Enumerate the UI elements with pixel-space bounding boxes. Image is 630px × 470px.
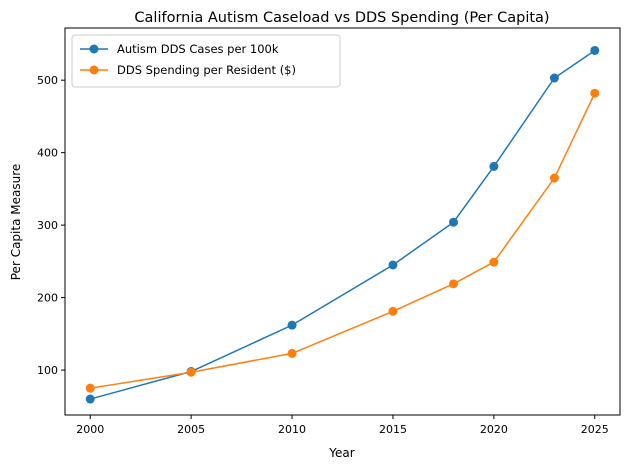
data-point (186, 367, 196, 377)
data-point (590, 45, 600, 55)
y-axis-label: Per Capita Measure (9, 164, 23, 281)
y-tick-label: 500 (37, 74, 58, 87)
data-point (85, 383, 95, 393)
data-point (85, 394, 95, 404)
legend-label: Autism DDS Cases per 100k (117, 42, 279, 56)
x-tick-label: 2025 (581, 423, 609, 436)
data-point (449, 279, 458, 289)
data-point (489, 161, 499, 171)
legend-marker (89, 65, 99, 75)
x-tick-label: 2015 (379, 423, 407, 436)
data-point (287, 348, 297, 358)
x-tick-label: 2010 (278, 423, 306, 436)
y-tick-label: 400 (37, 147, 58, 160)
x-tick-label: 2000 (76, 423, 104, 436)
data-point (287, 320, 297, 330)
y-tick-label: 300 (37, 219, 58, 232)
y-tick-label: 100 (37, 364, 58, 377)
y-tick-label: 200 (37, 292, 58, 305)
plot-frame (64, 27, 621, 416)
series-line-1 (90, 92, 596, 389)
data-point (549, 173, 559, 183)
x-tick-label: 2005 (177, 423, 205, 436)
x-axis-label: Year (328, 446, 354, 460)
chart-title: California Autism Caseload vs DDS Spendi… (134, 10, 549, 26)
data-point (489, 257, 499, 267)
data-point (388, 306, 398, 316)
data-point (388, 260, 398, 270)
legend-label: DDS Spending per Resident ($) (117, 63, 296, 77)
legend-marker (89, 44, 99, 54)
series-line-0 (90, 49, 596, 400)
x-tick-label: 2020 (480, 423, 508, 436)
data-point (449, 217, 458, 227)
data-point (590, 88, 600, 98)
legend: Autism DDS Cases per 100k DDS Spending pe… (71, 34, 341, 88)
legend-box (71, 34, 341, 88)
data-point (549, 73, 559, 83)
